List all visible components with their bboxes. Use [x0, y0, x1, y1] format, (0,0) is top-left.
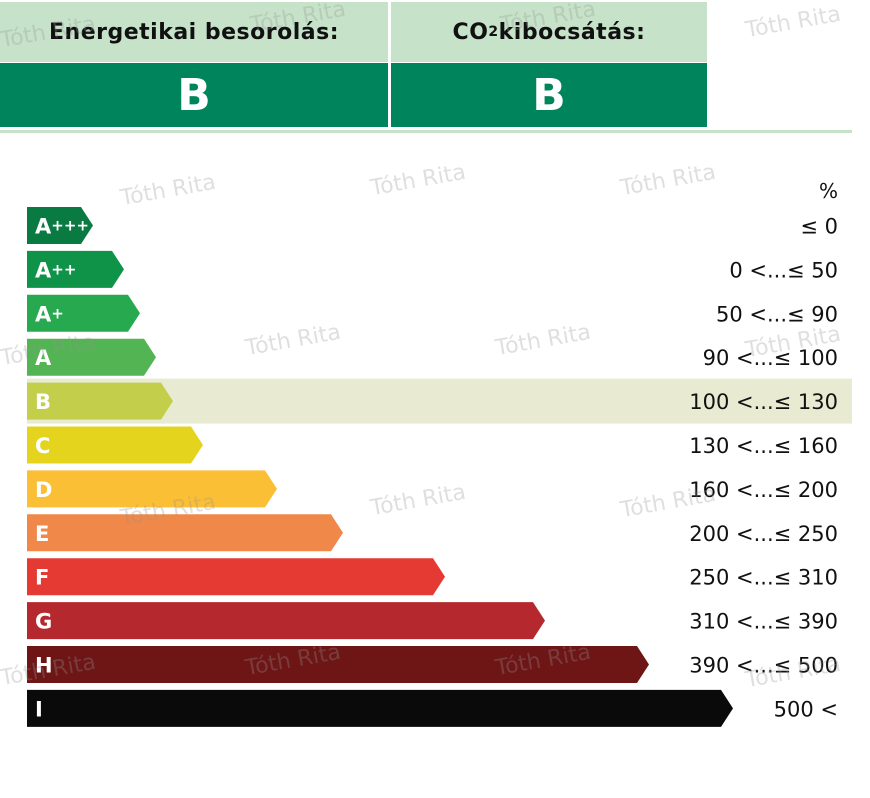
unit-label: %: [819, 179, 838, 203]
class-bar-g: [27, 602, 545, 640]
class-range-g: 310 <...≤ 390: [689, 610, 838, 634]
class-label-a: A: [35, 346, 52, 370]
co2-emission-value: B: [391, 63, 707, 127]
co2-emission-label: CO 2 kibocsátás:: [391, 2, 707, 62]
class-label-f: F: [35, 566, 49, 590]
class-label-plus-a-3plus: +++: [51, 217, 89, 235]
class-range-c: 130 <...≤ 160: [689, 434, 838, 458]
class-bar-e: [27, 514, 343, 552]
class-range-b: 100 <...≤ 130: [689, 390, 838, 414]
co2-label-sub: 2: [488, 24, 499, 40]
header-divider: [0, 130, 852, 133]
class-label-e: E: [35, 522, 49, 546]
class-label-i: I: [35, 697, 43, 721]
energy-rating-value: B: [0, 63, 388, 127]
energy-rating-label: Energetikai besorolás:: [0, 2, 388, 62]
class-range-d: 160 <...≤ 200: [689, 478, 838, 502]
class-range-f: 250 <...≤ 310: [689, 566, 838, 590]
class-bar-c: [27, 426, 203, 464]
class-label-a-2plus: A++: [35, 258, 76, 282]
class-bar-i: [27, 689, 733, 727]
class-bar-a-2plus: [27, 250, 124, 288]
class-label-plus-a-1plus: +: [51, 304, 64, 322]
class-range-a: 90 <...≤ 100: [703, 346, 838, 370]
class-bar-a-3plus: [27, 207, 93, 244]
class-range-a-2plus: 0 <...≤ 50: [729, 258, 838, 282]
class-label-d: D: [35, 478, 52, 502]
rating-header: Energetikai besorolás: CO 2 kibocsátás: B…: [0, 0, 870, 140]
class-bar-f: [27, 558, 445, 596]
class-range-e: 200 <...≤ 250: [689, 522, 838, 546]
class-label-c: C: [35, 434, 50, 458]
class-label-h: H: [35, 654, 53, 678]
class-bar-a-1plus: [27, 294, 140, 332]
class-range-i: 500 <: [774, 697, 838, 721]
class-range-h: 390 <...≤ 500: [689, 654, 838, 678]
class-label-a-1plus: A+: [35, 302, 64, 326]
class-range-a-3plus: ≤ 0: [800, 215, 838, 239]
class-label-plus-a-2plus: ++: [51, 260, 76, 278]
co2-label-pre: CO: [452, 19, 489, 45]
class-range-a-1plus: 50 <...≤ 90: [716, 302, 838, 326]
class-bar-a: [27, 338, 156, 376]
class-bar-b: [27, 382, 173, 420]
class-bar-d: [27, 470, 277, 508]
class-bar-h: [27, 646, 649, 683]
co2-label-post: kibocsátás:: [498, 19, 646, 45]
class-label-g: G: [35, 610, 52, 634]
class-label-b: B: [35, 390, 51, 414]
